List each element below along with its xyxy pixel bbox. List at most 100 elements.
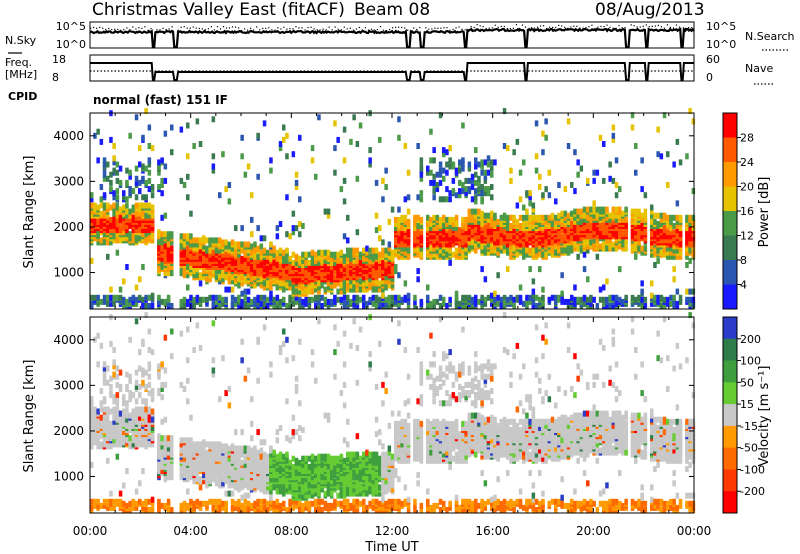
power-cell [419, 163, 424, 170]
power-cell [522, 221, 526, 227]
velocity-cell [205, 500, 209, 507]
power-cell [202, 296, 206, 303]
power-cell [291, 264, 296, 270]
power-cell [598, 214, 603, 221]
power-cell [102, 202, 107, 209]
power-cell [371, 300, 376, 307]
power-cell [544, 186, 548, 193]
nsearch-dot [419, 26, 421, 29]
power-cell [390, 300, 395, 307]
power-cell [477, 229, 481, 236]
power-cell [381, 278, 385, 285]
power-cell [214, 237, 219, 244]
velocity-cell [160, 381, 164, 388]
power-cell [544, 118, 548, 125]
velocity-cell [118, 369, 123, 376]
power-cell [141, 175, 145, 182]
nsearch-dot [198, 27, 200, 30]
nsearch-dot [388, 29, 391, 31]
velocity-cell [150, 425, 155, 431]
power-cell [285, 132, 289, 139]
nsearch-dot [108, 27, 110, 30]
power-cell [608, 175, 612, 182]
nsearch-dot [123, 29, 125, 31]
power-cell [320, 294, 324, 301]
power-cell [573, 214, 577, 221]
power-cell [160, 182, 164, 188]
power-cell [336, 280, 340, 287]
power-cell [266, 280, 270, 287]
power-cell [118, 165, 123, 172]
power-cell [256, 225, 260, 232]
power-cell [227, 286, 232, 293]
power-cell [643, 303, 648, 309]
velocity-cell [125, 502, 129, 509]
velocity-cell [102, 416, 107, 423]
velocity-cell [134, 488, 139, 495]
power-cell [147, 161, 152, 168]
nsearch-dot [364, 27, 367, 29]
power-cell [634, 169, 638, 176]
power-cell [106, 227, 110, 234]
power-cell [208, 270, 212, 277]
power-cell [432, 188, 436, 195]
velocity-cell [157, 388, 161, 394]
power-cell [406, 292, 411, 299]
power-cell [544, 229, 548, 236]
power-cell [618, 206, 622, 213]
power-cell [618, 296, 622, 303]
power-cell [371, 251, 376, 258]
power-cell [595, 227, 600, 234]
power-cell [650, 292, 654, 299]
power-cell [211, 116, 216, 123]
power-cell [611, 229, 616, 236]
power-cell [419, 157, 424, 164]
power-cell [189, 210, 193, 217]
nsearch-dot [567, 27, 569, 30]
power-cell [218, 237, 222, 244]
power-cell [186, 194, 190, 201]
power-cell [538, 214, 542, 221]
power-cell [502, 108, 507, 115]
power-cell [522, 204, 526, 211]
power-cell [563, 186, 568, 193]
power-cell [243, 288, 248, 295]
power-cell [560, 272, 564, 279]
power-cell [624, 239, 628, 246]
power-cell [541, 251, 545, 258]
velocity-cell [147, 416, 152, 423]
power-cell [461, 182, 465, 188]
power-cell [560, 294, 564, 301]
velocity-cell [99, 400, 104, 407]
velocity-cell [125, 416, 129, 423]
power-cell [323, 300, 328, 307]
nsearch-dot [265, 27, 267, 29]
velocity-cell [170, 472, 174, 479]
power-cell [138, 294, 142, 301]
power-cell [640, 303, 644, 309]
power-cell [112, 237, 116, 244]
power-cell [115, 249, 120, 256]
power-cell [275, 262, 280, 268]
power-cell [451, 177, 456, 184]
power-cell [342, 300, 347, 307]
power-cell [547, 214, 552, 221]
velocity-cell [122, 482, 126, 489]
power-cell [493, 290, 497, 297]
velocity-cell [90, 406, 94, 413]
power-cell [432, 194, 436, 201]
power-cell [518, 294, 523, 301]
power-cell [467, 214, 472, 221]
power-cell [170, 149, 174, 156]
power-cell [250, 274, 254, 281]
power-cell [429, 225, 433, 232]
power-cell [102, 231, 107, 238]
power-cell [240, 298, 244, 305]
power-cell [362, 262, 366, 268]
power-cell [243, 300, 248, 307]
power-cell [557, 182, 561, 188]
power-cell [93, 294, 97, 301]
power-cell [182, 251, 187, 258]
power-cell [611, 218, 616, 225]
